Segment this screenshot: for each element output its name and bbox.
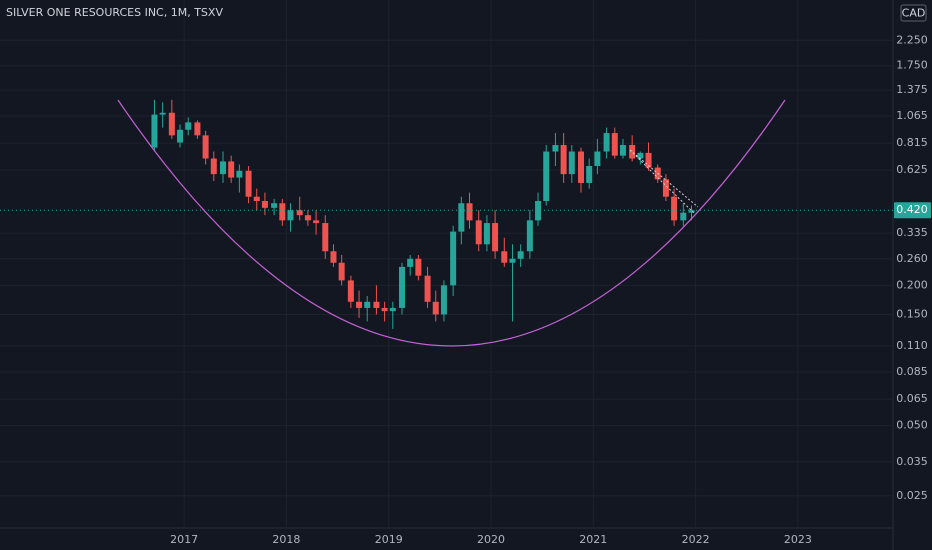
candle-body: [407, 258, 414, 267]
candle-body: [517, 251, 524, 259]
x-tick-label: 2017: [170, 533, 198, 546]
candle-body: [535, 201, 542, 221]
y-tick-label: 1.750: [896, 59, 928, 72]
candle-body: [347, 280, 354, 302]
candle-body: [526, 220, 533, 252]
candle-body: [568, 151, 575, 175]
candle-body: [338, 262, 345, 281]
candle-body: [168, 112, 175, 136]
candle-body: [688, 210, 695, 213]
y-tick-label: 1.065: [896, 109, 928, 122]
candle-body: [611, 133, 618, 156]
candle-body: [228, 161, 235, 178]
candle-body: [603, 133, 610, 152]
candle-body: [373, 301, 380, 308]
x-tick-label: 2019: [375, 533, 403, 546]
y-tick-label: 0.335: [896, 226, 928, 239]
candle-body: [219, 161, 226, 175]
y-tick-label: 2.250: [896, 33, 928, 46]
wedge-lines: [629, 149, 699, 215]
currency[interactable]: CAD: [902, 7, 926, 20]
grid: [0, 0, 893, 528]
candle-body: [671, 196, 678, 221]
candle-body: [450, 231, 457, 286]
candle-body: [629, 144, 636, 159]
candle-body: [159, 112, 166, 115]
candle-body: [185, 122, 192, 130]
candle-body: [279, 203, 286, 221]
candle-body: [399, 266, 406, 308]
candle-body: [543, 151, 550, 202]
y-tick-label: 0.065: [896, 392, 928, 405]
price-axis-bg: [893, 0, 932, 550]
candle-body: [296, 210, 303, 216]
candle-body: [202, 135, 209, 159]
candle-body: [483, 223, 490, 245]
chart-title: SILVER ONE RESOURCES INC, 1M, TSXV: [6, 6, 223, 19]
candle-body: [432, 301, 439, 315]
x-tick-label: 2022: [682, 533, 710, 546]
candle-body: [210, 158, 217, 175]
candle-body: [381, 307, 388, 312]
candle-body: [645, 152, 652, 168]
candle-body: [458, 203, 465, 232]
y-tick-label: 1.375: [896, 83, 928, 96]
candle-body: [466, 203, 473, 221]
candle-body: [586, 166, 593, 183]
candle-body: [501, 251, 508, 263]
candle-body: [330, 251, 337, 263]
candle-body: [253, 196, 260, 202]
x-tick-label: 2021: [579, 533, 607, 546]
cup-curve: [117, 99, 786, 347]
candle-body: [389, 307, 396, 312]
candle-body: [177, 129, 184, 143]
candle-body: [492, 223, 499, 252]
candle-body: [475, 220, 482, 245]
candle-body: [287, 210, 294, 221]
candles: [0, 99, 893, 329]
candle-body: [578, 151, 585, 183]
candle-body: [552, 144, 559, 152]
x-tick-label: 2023: [784, 533, 812, 546]
candle-body: [322, 223, 329, 252]
candle-body: [364, 301, 371, 308]
candle-body: [304, 215, 311, 221]
y-tick-label: 0.025: [896, 489, 928, 502]
candle-body: [680, 212, 687, 221]
candle-body: [236, 170, 243, 178]
y-tick-label: 0.200: [896, 278, 928, 291]
candle-body: [509, 258, 516, 263]
y-tick-label: 0.815: [896, 136, 928, 149]
candle-body: [356, 301, 363, 308]
candle-body: [245, 170, 252, 197]
candle-body: [313, 220, 320, 224]
candle-body: [194, 122, 201, 136]
candle-body: [619, 144, 626, 156]
y-tick-label: 0.110: [896, 339, 928, 352]
candle-body: [415, 258, 422, 276]
candle-body: [662, 179, 669, 197]
y-tick-label: 0.035: [896, 455, 928, 468]
last-price-label: 0.420: [896, 203, 928, 216]
candle-body: [424, 275, 431, 302]
currency-box[interactable]: [900, 4, 927, 22]
x-tick-label: 2020: [477, 533, 505, 546]
y-tick-label: 0.260: [896, 252, 928, 265]
y-tick-label: 0.085: [896, 365, 928, 378]
candle-body: [440, 285, 447, 315]
last-price-tag: [894, 202, 931, 219]
x-tick-label: 2018: [272, 533, 300, 546]
candle-body: [560, 144, 567, 175]
candle-body: [594, 151, 601, 167]
y-tick-label: 0.050: [896, 419, 928, 432]
axes: 2.250 1.750 1.375 1.065 0.815 0.625 0.335 0.260…: [170, 33, 931, 546]
candle-body: [151, 114, 158, 148]
candle-body: [261, 201, 268, 208]
candle-body: [637, 152, 644, 159]
candle-body: [271, 203, 278, 208]
y-tick-label: 0.150: [896, 307, 928, 320]
y-tick-label: 0.625: [896, 163, 928, 176]
